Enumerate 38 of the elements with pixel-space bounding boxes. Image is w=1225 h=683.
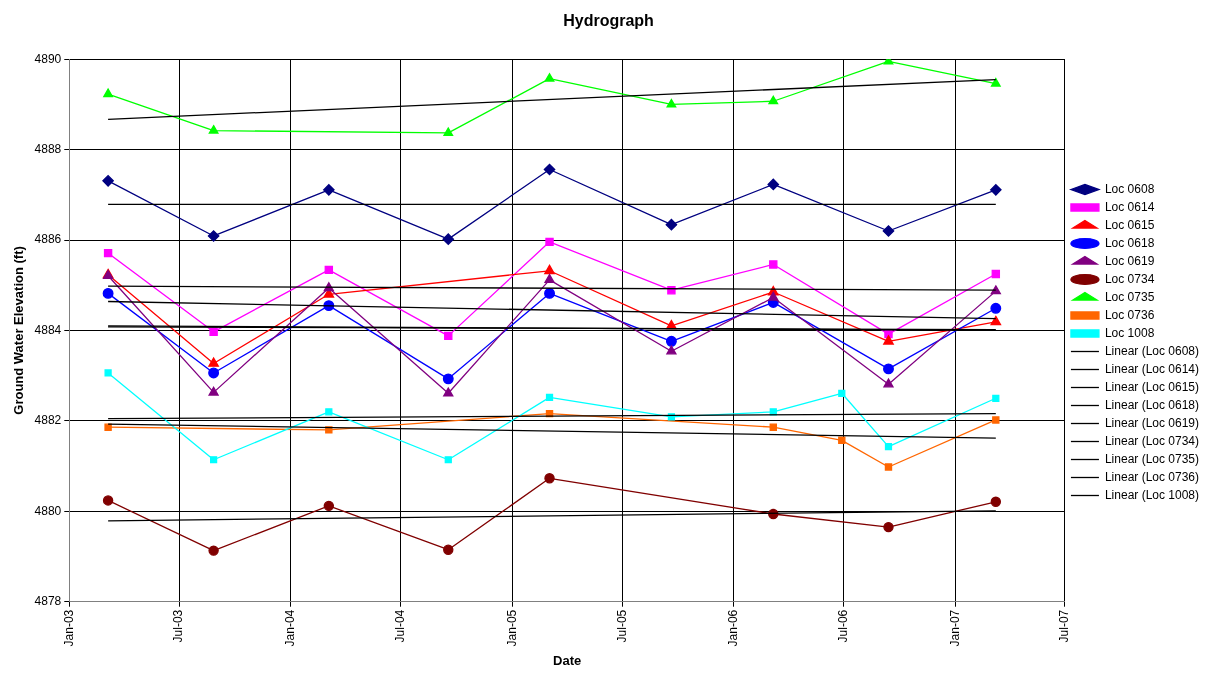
legend-label: Linear (Loc 0734)	[1104, 433, 1199, 448]
legend-label: Loc 1008	[1104, 325, 1155, 340]
x-tick-label: Jul-07	[1057, 609, 1072, 643]
x-tick-label: Jul-04	[393, 609, 408, 643]
x-tick-label: Jan-06	[726, 609, 741, 647]
legend-label: Linear (Loc 0735)	[1104, 451, 1199, 466]
chart-title: Hydrograph	[563, 12, 654, 30]
y-tick-label: 4890	[34, 51, 62, 66]
x-tick-label: Jan-05	[504, 609, 519, 647]
y-tick-label: 4884	[34, 322, 62, 337]
legend-label: Loc 0618	[1104, 235, 1155, 250]
y-axis-title: Ground Water Elevation (ft)	[11, 246, 27, 415]
x-axis-title: Date	[553, 652, 582, 668]
legend-label: Loc 0736	[1104, 307, 1155, 322]
x-tick-label: Jul-06	[835, 609, 850, 643]
legend-label: Linear (Loc 0614)	[1104, 361, 1199, 376]
y-tick-label: 4886	[34, 232, 62, 247]
y-tick-label: 4882	[34, 413, 62, 428]
legend-label: Loc 0734	[1104, 271, 1155, 286]
legend-label: Loc 0619	[1104, 253, 1155, 268]
y-tick-label: 4880	[34, 503, 62, 518]
legend-label: Linear (Loc 0736)	[1104, 469, 1199, 484]
legend-label: Linear (Loc 1008)	[1104, 487, 1199, 502]
legend-label: Loc 0735	[1104, 289, 1155, 304]
x-tick-label: Jan-03	[61, 609, 76, 647]
x-tick-label: Jan-04	[282, 609, 297, 647]
legend-label: Linear (Loc 0619)	[1104, 415, 1199, 430]
x-tick-label: Jul-05	[614, 609, 629, 643]
legend-label: Linear (Loc 0608)	[1104, 343, 1199, 358]
x-tick-label: Jul-03	[171, 609, 186, 643]
legend-label: Loc 0614	[1104, 199, 1155, 214]
legend-label: Loc 0615	[1104, 217, 1155, 232]
x-tick-label: Jan-07	[947, 609, 962, 647]
legend-label: Linear (Loc 0615)	[1104, 379, 1199, 394]
legend-label: Loc 0608	[1104, 181, 1155, 196]
y-tick-label: 4878	[34, 594, 62, 609]
legend-label: Linear (Loc 0618)	[1104, 397, 1199, 412]
y-tick-label: 4888	[34, 141, 62, 156]
